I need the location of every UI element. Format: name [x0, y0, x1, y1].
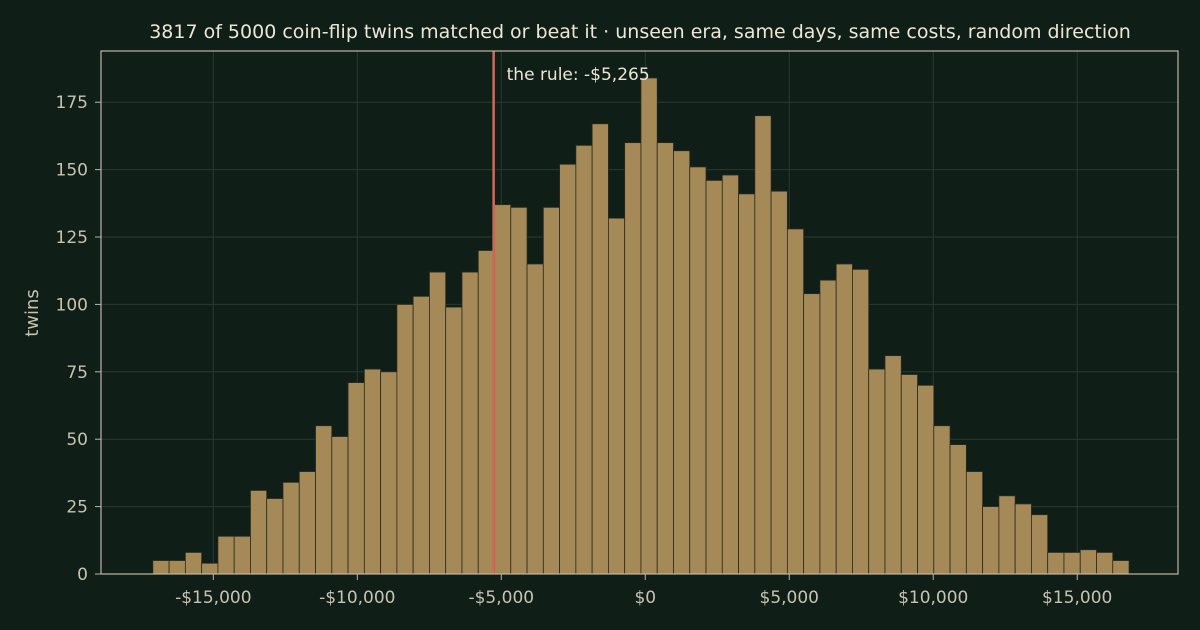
y-tick-label: 50 — [66, 430, 88, 450]
histogram-bar — [494, 204, 512, 575]
histogram-bar — [738, 193, 756, 575]
y-tick-label: 125 — [56, 228, 88, 248]
histogram-bar — [1079, 549, 1097, 575]
histogram-bar — [949, 444, 967, 575]
histogram-bar — [266, 498, 284, 575]
histogram-bar — [721, 174, 739, 575]
y-tick-label: 75 — [66, 363, 88, 383]
histogram-bar — [640, 77, 658, 575]
histogram-bar — [201, 562, 219, 575]
histogram-bar — [282, 481, 300, 575]
y-axis-ticks: 0 25 50 75 100 125 150 175 — [56, 93, 101, 585]
x-tick-label: -$10,000 — [319, 588, 395, 608]
histogram-bar — [884, 355, 902, 575]
y-axis-label: twins — [22, 289, 43, 337]
histogram-bar — [559, 163, 577, 575]
histogram-bar — [852, 268, 870, 575]
histogram-bar — [998, 495, 1016, 575]
histogram-bar — [607, 217, 626, 575]
histogram-bar — [380, 371, 398, 575]
histogram-bar — [526, 263, 544, 575]
histogram-bar — [624, 142, 642, 575]
histogram-bar — [363, 368, 382, 575]
bars — [152, 77, 1130, 575]
histogram-bar — [1047, 552, 1065, 575]
histogram-bar — [770, 190, 788, 575]
y-tick-label: 175 — [56, 93, 88, 113]
axes — [100, 50, 1179, 575]
y-tick-label: 0 — [77, 565, 88, 585]
histogram-bar — [184, 552, 203, 575]
x-axis-ticks: -$15,000 -$10,000 -$5,000 $0 $5,000 $10,000 $1… — [175, 574, 1112, 608]
histogram-bar — [933, 425, 951, 575]
histogram-bar — [347, 382, 365, 575]
histogram-bar — [575, 144, 593, 575]
histogram-bar — [250, 490, 268, 575]
histogram-bar — [754, 115, 772, 575]
x-tick-label: $15,000 — [1042, 588, 1112, 608]
histogram-bar — [673, 150, 691, 575]
histogram-bar — [168, 560, 186, 575]
x-tick-label: $10,000 — [898, 588, 968, 608]
histogram-bar — [542, 206, 560, 575]
histogram-bar — [982, 506, 1000, 575]
y-tick-label: 25 — [66, 498, 88, 518]
histogram-bar — [315, 425, 333, 575]
histogram-bar — [803, 293, 821, 575]
histogram-bar — [1014, 503, 1032, 575]
histogram-bar — [705, 180, 723, 575]
rule-marker: the rule: -$5,265 — [492, 51, 650, 574]
histogram-bar — [656, 142, 674, 575]
histogram-bar — [1063, 552, 1081, 575]
histogram-bar — [510, 206, 528, 575]
histogram-bar — [298, 471, 316, 575]
y-tick-label: 100 — [56, 295, 88, 315]
histogram-bar — [217, 535, 235, 575]
histogram-bar — [412, 295, 430, 575]
x-tick-label: $5,000 — [760, 588, 819, 608]
histogram-bar — [331, 436, 349, 575]
histogram-bar — [900, 374, 918, 575]
histogram-bar — [965, 471, 984, 575]
x-tick-label: -$5,000 — [468, 588, 534, 608]
histogram-bar — [152, 560, 170, 575]
histogram-bar — [477, 250, 495, 575]
x-tick-label: -$15,000 — [175, 588, 251, 608]
histogram-bar — [591, 123, 609, 575]
histogram-bar — [1096, 552, 1114, 575]
rule-label: the rule: -$5,265 — [507, 65, 650, 85]
histogram-bar — [233, 535, 251, 575]
x-tick-label: $0 — [634, 588, 656, 608]
histogram-bar — [396, 304, 414, 575]
histogram-bar — [819, 279, 837, 575]
plot-frame — [100, 50, 1179, 575]
histogram-bar — [868, 368, 886, 575]
histogram-bar — [445, 306, 463, 575]
histogram-bar — [786, 228, 805, 575]
histogram-bar — [461, 271, 479, 575]
histogram-bar — [917, 384, 935, 575]
histogram-bar — [1031, 514, 1049, 575]
histogram-bar — [1112, 560, 1130, 575]
chart-title: 3817 of 5000 coin-flip twins matched or … — [149, 21, 1131, 43]
histogram-bar — [835, 263, 853, 575]
histogram-bar — [429, 271, 447, 575]
histogram-bar — [689, 166, 707, 575]
y-tick-label: 150 — [56, 161, 88, 181]
